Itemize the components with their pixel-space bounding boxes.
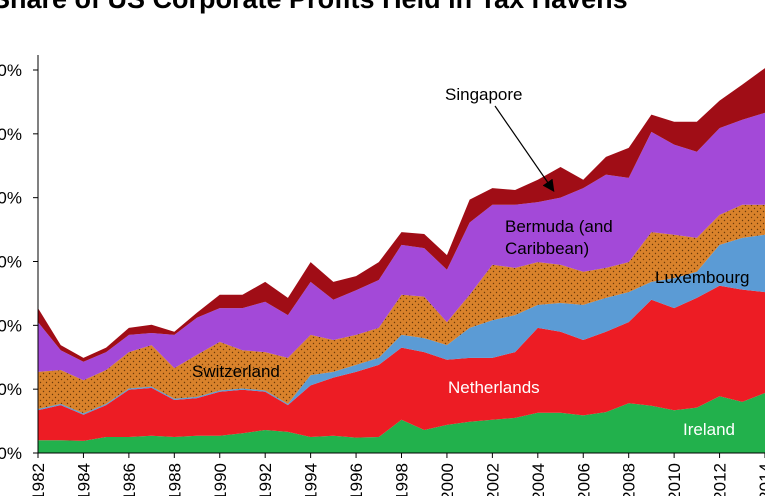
series-label: Bermuda (and Caribbean) bbox=[505, 217, 613, 258]
x-tick-label: 2006 bbox=[574, 463, 593, 496]
y-tick-label: 20% bbox=[0, 316, 22, 335]
y-tick-label: 0% bbox=[0, 444, 22, 463]
area bbox=[38, 112, 765, 381]
x-tick-label: 2008 bbox=[620, 463, 639, 496]
x-tick-label: 1988 bbox=[165, 463, 184, 496]
y-tick-label: 50% bbox=[0, 125, 22, 144]
x-tick-label: 1998 bbox=[393, 463, 412, 496]
x-tick-label: 2012 bbox=[711, 463, 730, 496]
annotation-arrow bbox=[494, 105, 555, 192]
x-tick-label: 2000 bbox=[438, 463, 457, 496]
x-tick-label: 1994 bbox=[302, 463, 321, 496]
series-label: Switzerland bbox=[192, 362, 280, 381]
area bbox=[38, 392, 765, 453]
area bbox=[38, 204, 765, 414]
y-tick-label: 30% bbox=[0, 253, 22, 272]
x-tick-label: 1984 bbox=[74, 463, 93, 496]
x-tick-label: 2010 bbox=[665, 463, 684, 496]
y-tick-label: 60% bbox=[0, 61, 22, 80]
x-tick-label: 1986 bbox=[120, 463, 139, 496]
x-tick-label: 2002 bbox=[483, 463, 502, 496]
series-label: Singapore bbox=[445, 85, 523, 104]
area bbox=[38, 285, 765, 441]
chart-title: Share of US Corporate Profits Held in Ta… bbox=[0, 0, 628, 14]
series-label: Netherlands bbox=[448, 378, 540, 397]
series-label: Luxembourg bbox=[655, 268, 750, 287]
x-tick-label: 1982 bbox=[29, 463, 48, 496]
x-tick-label: 1992 bbox=[256, 463, 275, 496]
x-tick-label: 1990 bbox=[211, 463, 230, 496]
area bbox=[38, 234, 765, 415]
x-tick-label: 2004 bbox=[529, 463, 548, 496]
y-tick-label: 10% bbox=[0, 380, 22, 399]
x-tick-label: 2014 bbox=[756, 463, 765, 496]
x-tick-label: 1996 bbox=[347, 463, 366, 496]
series-label: Ireland bbox=[683, 420, 735, 439]
y-tick-label: 40% bbox=[0, 189, 22, 208]
